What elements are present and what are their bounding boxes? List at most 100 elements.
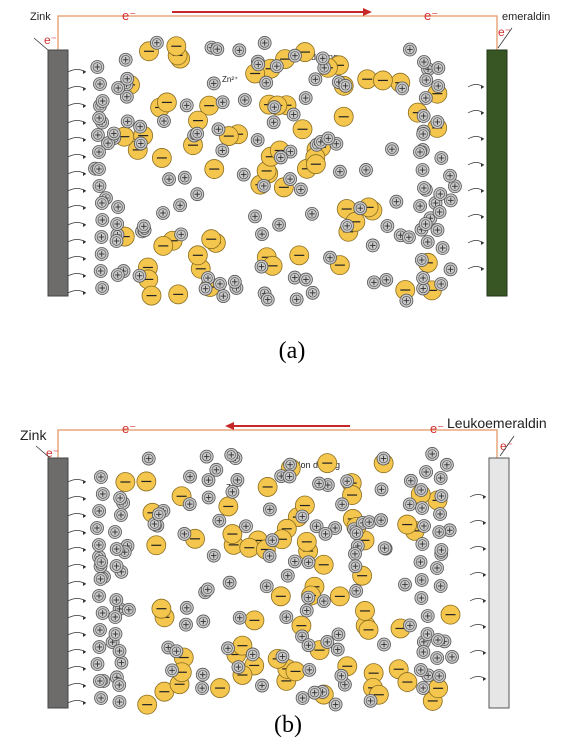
caption-a: (a) (279, 338, 306, 364)
cation-icon (272, 217, 287, 232)
anode-label-b: Zink (20, 427, 47, 443)
anion-icon (199, 95, 220, 116)
anion-icon (296, 531, 317, 552)
cation-icon (221, 641, 235, 656)
surface-arrowhead-icon (481, 137, 484, 141)
anion-icon (270, 586, 291, 607)
cation-icon (106, 126, 121, 141)
anion-icon (363, 663, 384, 684)
cation-icon (269, 59, 284, 74)
cation-icon (365, 238, 380, 253)
cation-icon (275, 649, 290, 664)
anion-icon (218, 496, 239, 517)
anion-icon (358, 619, 379, 640)
surface-arrowhead-icon (483, 495, 486, 499)
cation-icon (174, 227, 189, 242)
cation-icon (262, 549, 277, 563)
cation-icon (353, 201, 368, 216)
anion-icon (313, 554, 334, 575)
cathode-label-b: Leukoemeraldin (447, 415, 547, 431)
cation-icon (183, 469, 197, 484)
surface-arrowhead-icon (483, 651, 486, 655)
cation-icon (232, 43, 247, 58)
anion-icon (333, 106, 354, 127)
electron-label-a2: e⁻ (424, 8, 438, 23)
cation-icon (316, 594, 331, 609)
cation-icon (414, 573, 429, 587)
cation-icon (94, 470, 108, 484)
cation-icon (260, 292, 275, 307)
cation-icon (315, 51, 330, 66)
cation-icon (433, 507, 447, 521)
cation-icon (141, 451, 156, 466)
cation-icon (108, 627, 123, 641)
anion-icon (137, 694, 158, 715)
surface-arrowhead-icon (83, 223, 86, 227)
anion-icon (292, 119, 313, 140)
cation-icon (318, 526, 333, 541)
cation-icon (376, 451, 391, 466)
anion-icon (153, 235, 174, 256)
cation-icon (328, 697, 343, 712)
cation-icon (201, 490, 216, 505)
cation-icon (430, 223, 445, 237)
cathode-pointer-b (499, 435, 515, 457)
surface-arrowhead-icon (83, 104, 86, 108)
cation-icon (312, 476, 326, 491)
cation-icon (209, 462, 224, 477)
cation-icon (362, 515, 377, 530)
cation-icon (323, 250, 337, 265)
cation-icon (416, 127, 431, 141)
anion-icon (146, 535, 167, 556)
cation-icon (348, 546, 362, 561)
cathode-label-a: emeraldin (502, 11, 550, 23)
anion-icon (239, 537, 260, 558)
cation-icon (334, 668, 349, 683)
cation-icon (111, 81, 126, 95)
cation-icon (279, 610, 294, 625)
cation-icon (266, 115, 281, 130)
cation-icon (434, 543, 449, 557)
cation-icon (433, 187, 448, 201)
electron-label-b2: e⁻ (430, 421, 444, 436)
surface-arrowhead-icon (83, 480, 86, 484)
cation-icon (420, 235, 435, 249)
cation-icon (419, 465, 433, 479)
cation-icon (359, 163, 373, 177)
surface-arrowhead-icon (83, 189, 86, 193)
cation-icon (280, 568, 295, 583)
cation-icon (245, 647, 260, 662)
cation-icon (287, 554, 302, 569)
cation-icon (377, 637, 391, 652)
surface-arrowhead-icon (83, 599, 86, 603)
cation-icon (439, 457, 454, 472)
cation-icon (198, 281, 213, 296)
cation-icon (113, 491, 128, 505)
zn-ion-label-a: Zn²⁺ (222, 75, 238, 84)
cation-icon (94, 230, 109, 244)
cation-icon (206, 76, 221, 91)
cation-icon (92, 589, 106, 603)
cation-icon (418, 91, 433, 105)
cation-icon (215, 143, 230, 158)
cation-icon (93, 264, 108, 278)
cation-icon (93, 77, 107, 91)
cathode-electrode-b (488, 457, 510, 709)
cation-icon (95, 487, 110, 501)
electrolyte-ions-a (67, 35, 485, 308)
cation-icon (179, 98, 194, 113)
cation-icon (112, 644, 127, 658)
cathode-electrode-a (486, 49, 508, 297)
surface-arrowhead-icon (481, 215, 484, 219)
cation-icon (111, 200, 125, 214)
cation-icon (112, 678, 127, 692)
cation-icon (335, 497, 350, 512)
surface-arrowhead-icon (83, 633, 86, 637)
cation-icon (109, 542, 124, 556)
cation-icon (389, 194, 404, 209)
cation-icon (265, 533, 280, 548)
cation-icon (109, 593, 124, 607)
cation-icon (210, 42, 225, 57)
cation-icon (90, 128, 105, 142)
cation-icon (434, 277, 449, 291)
